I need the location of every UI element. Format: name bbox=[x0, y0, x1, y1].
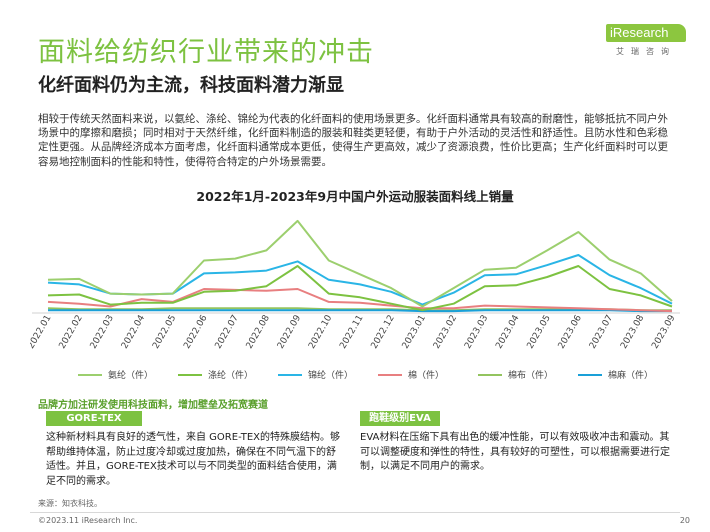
intro-paragraph: 相较于传统天然面料来说，以氨纶、涤纶、锦纶为代表的化纤面料的使用场景更多。化纤面… bbox=[38, 113, 668, 168]
series-line-3 bbox=[47, 288, 673, 313]
x-tick-label: 2022.11 bbox=[338, 314, 365, 351]
chart-title: 2022年1月-2023年9月中国户外运动服装面料线上销量 bbox=[196, 189, 514, 204]
x-tick-label: 2022.03 bbox=[89, 314, 116, 351]
legend-label: 棉麻（件） bbox=[608, 371, 654, 381]
legend-swatch bbox=[278, 373, 302, 376]
logo-text: iResearch bbox=[606, 24, 686, 42]
x-axis-tick-labels: 2022.01 2022.02 2022.03 2022.04 2022.05 2022.… bbox=[30, 313, 678, 350]
x-tick-label: 2022.05 bbox=[151, 314, 178, 351]
line-chart: 2022.01 2022.02 2022.03 2022.04 2022.05 2022.… bbox=[30, 219, 680, 351]
legend-swatch bbox=[578, 373, 602, 376]
x-tick-label: 2023.07 bbox=[588, 314, 615, 351]
chart-series-group bbox=[47, 219, 673, 313]
legend-item: 锦纶（件） bbox=[278, 368, 353, 381]
legend-label: 棉（件） bbox=[408, 371, 445, 381]
gore-tex-tag: GORE-TEX bbox=[46, 411, 142, 426]
x-tick-label: 2022.06 bbox=[182, 313, 209, 350]
legend-label: 氨纶（件） bbox=[108, 371, 154, 381]
callout-heading: 品牌方加注研发使用科技面料，增加壁垒及拓宽赛道 bbox=[38, 400, 268, 411]
legend-item: 氨纶（件） bbox=[78, 368, 153, 381]
series-line-1 bbox=[47, 265, 673, 312]
footer-divider bbox=[30, 512, 680, 513]
chart-legend: 氨纶（件） 涤纶（件） 锦纶（件） 棉（件） 棉布（件） 棉麻（件） bbox=[78, 368, 678, 382]
page-number: 20 bbox=[679, 516, 690, 525]
legend-label: 棉布（件） bbox=[508, 371, 554, 381]
legend-item: 棉布（件） bbox=[478, 368, 553, 381]
logo-subtext: 艾瑞咨询 bbox=[616, 47, 676, 56]
series-line-5 bbox=[48, 309, 672, 313]
legend-swatch bbox=[478, 373, 502, 376]
legend-label: 锦纶（件） bbox=[308, 371, 354, 381]
x-tick-label: 2022.02 bbox=[58, 314, 85, 351]
legend-swatch bbox=[378, 373, 402, 376]
page-subtitle: 化纤面料仍为主流，科技面料潜力渐显 bbox=[38, 75, 344, 96]
eva-description: EVA材料在压缩下具有出色的缓冲性能，可以有效吸收冲击和震动。其可以调整硬度和弹… bbox=[360, 432, 670, 472]
x-tick-label: 2023.05 bbox=[526, 314, 553, 351]
x-tick-label: 2023.03 bbox=[463, 314, 490, 351]
page-title: 面料给纺织行业带来的冲击 bbox=[38, 37, 374, 68]
source-note: 来源：知衣科技。 bbox=[38, 499, 102, 508]
x-tick-label: 2023.01 bbox=[401, 314, 428, 351]
x-tick-label: 2022.08 bbox=[245, 313, 272, 350]
iresearch-logo: iResearch 艾瑞咨询 bbox=[606, 22, 690, 68]
legend-item: 棉麻（件） bbox=[578, 368, 653, 381]
legend-item: 涤纶（件） bbox=[178, 368, 253, 381]
x-tick-label: 2022.09 bbox=[276, 313, 303, 350]
x-tick-label: 2022.07 bbox=[214, 314, 241, 351]
legend-swatch bbox=[178, 373, 202, 376]
x-tick-label: 2023.02 bbox=[432, 314, 459, 351]
legend-label: 涤纶（件） bbox=[208, 371, 254, 381]
gore-tex-description: 这种新材料具有良好的透气性，来自 GORE-TEX的特殊膜结构。够帮助维持体温，… bbox=[46, 432, 341, 487]
x-tick-label: 2022.12 bbox=[370, 314, 397, 351]
series-line-0 bbox=[47, 219, 673, 308]
x-tick-label: 2022.10 bbox=[307, 313, 334, 350]
eva-tag: 跑鞋级别EVA bbox=[360, 411, 440, 426]
x-tick-label: 2023.08 bbox=[619, 313, 646, 350]
x-tick-label: 2023.09 bbox=[650, 313, 677, 350]
x-tick-label: 2022.01 bbox=[30, 314, 54, 351]
x-tick-label: 2023.04 bbox=[494, 313, 521, 350]
legend-swatch bbox=[78, 373, 102, 376]
x-tick-label: 2023.06 bbox=[557, 313, 584, 350]
legend-item: 棉（件） bbox=[378, 368, 444, 381]
copyright: ©2023.11 iResearch Inc. bbox=[38, 516, 138, 525]
x-tick-label: 2022.04 bbox=[120, 313, 147, 350]
